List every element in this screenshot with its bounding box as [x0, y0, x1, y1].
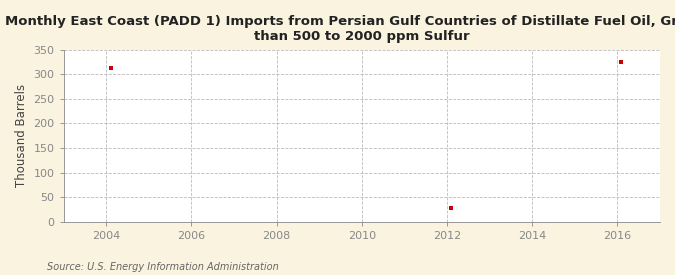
- Text: Source: U.S. Energy Information Administration: Source: U.S. Energy Information Administ…: [47, 262, 279, 272]
- Title: Monthly East Coast (PADD 1) Imports from Persian Gulf Countries of Distillate Fu: Monthly East Coast (PADD 1) Imports from…: [5, 15, 675, 43]
- Y-axis label: Thousand Barrels: Thousand Barrels: [15, 84, 28, 187]
